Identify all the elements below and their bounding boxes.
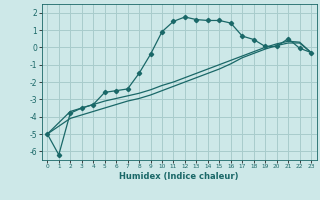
X-axis label: Humidex (Indice chaleur): Humidex (Indice chaleur): [119, 172, 239, 181]
